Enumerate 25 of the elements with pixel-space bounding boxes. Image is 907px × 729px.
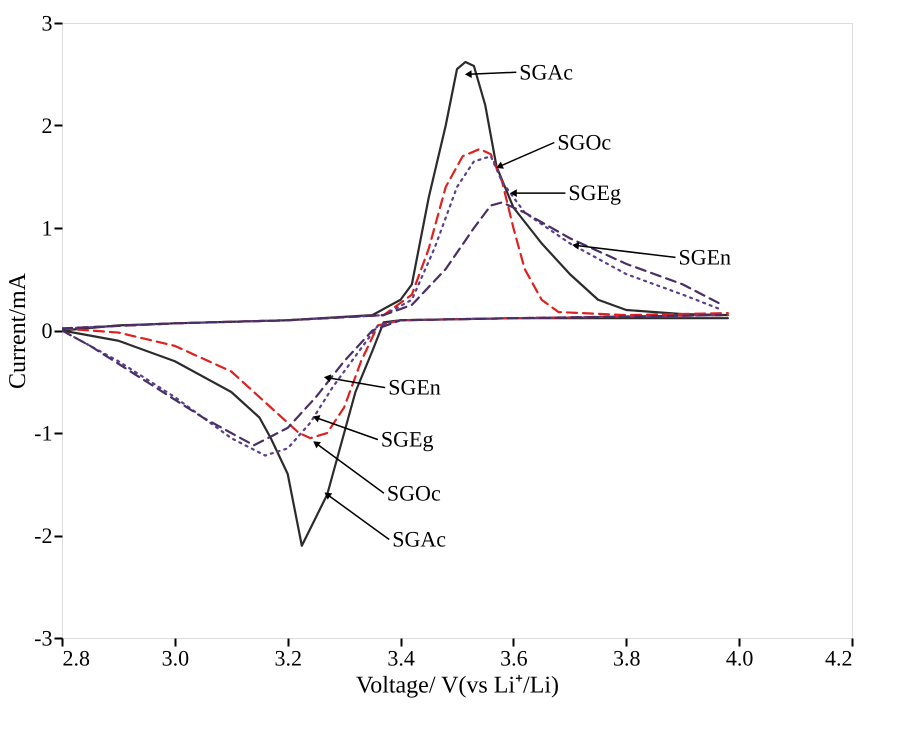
annotation: SGAc	[392, 526, 446, 552]
x-tick-label: 2.8	[62, 646, 90, 670]
y-tick-label: -3	[34, 626, 52, 650]
x-tick-label: 3.4	[387, 646, 415, 670]
annotation: SGEg	[380, 426, 434, 452]
y-tick-label: 0	[42, 318, 52, 343]
annotation: SGOc	[557, 130, 612, 154]
x-axis-title: Voltage/ V(vs Li⁺/Li)	[356, 672, 560, 698]
annotation: SGOc	[386, 480, 441, 506]
y-tick-label: -2	[34, 523, 52, 548]
x-tick-label: 3.6	[500, 646, 528, 670]
x-tick-label: 3.8	[613, 646, 641, 670]
annotation: SGAc	[519, 59, 574, 84]
annotation: SGEn	[388, 374, 441, 400]
y-tick-label: 3	[42, 10, 52, 36]
y-tick-label: -1	[34, 420, 52, 446]
x-tick-label: 4.0	[726, 646, 754, 670]
x-tick-label: 4.2	[825, 646, 852, 670]
annotation: SGEn	[678, 244, 732, 270]
annotation: SGEg	[568, 180, 621, 206]
y-tick-label: 1	[42, 216, 52, 240]
y-tick-label: 2	[42, 113, 52, 138]
x-tick-label: 3.2	[274, 646, 302, 670]
x-tick-label: 3.0	[162, 646, 190, 670]
y-axis-title: Current/mA	[5, 272, 32, 389]
